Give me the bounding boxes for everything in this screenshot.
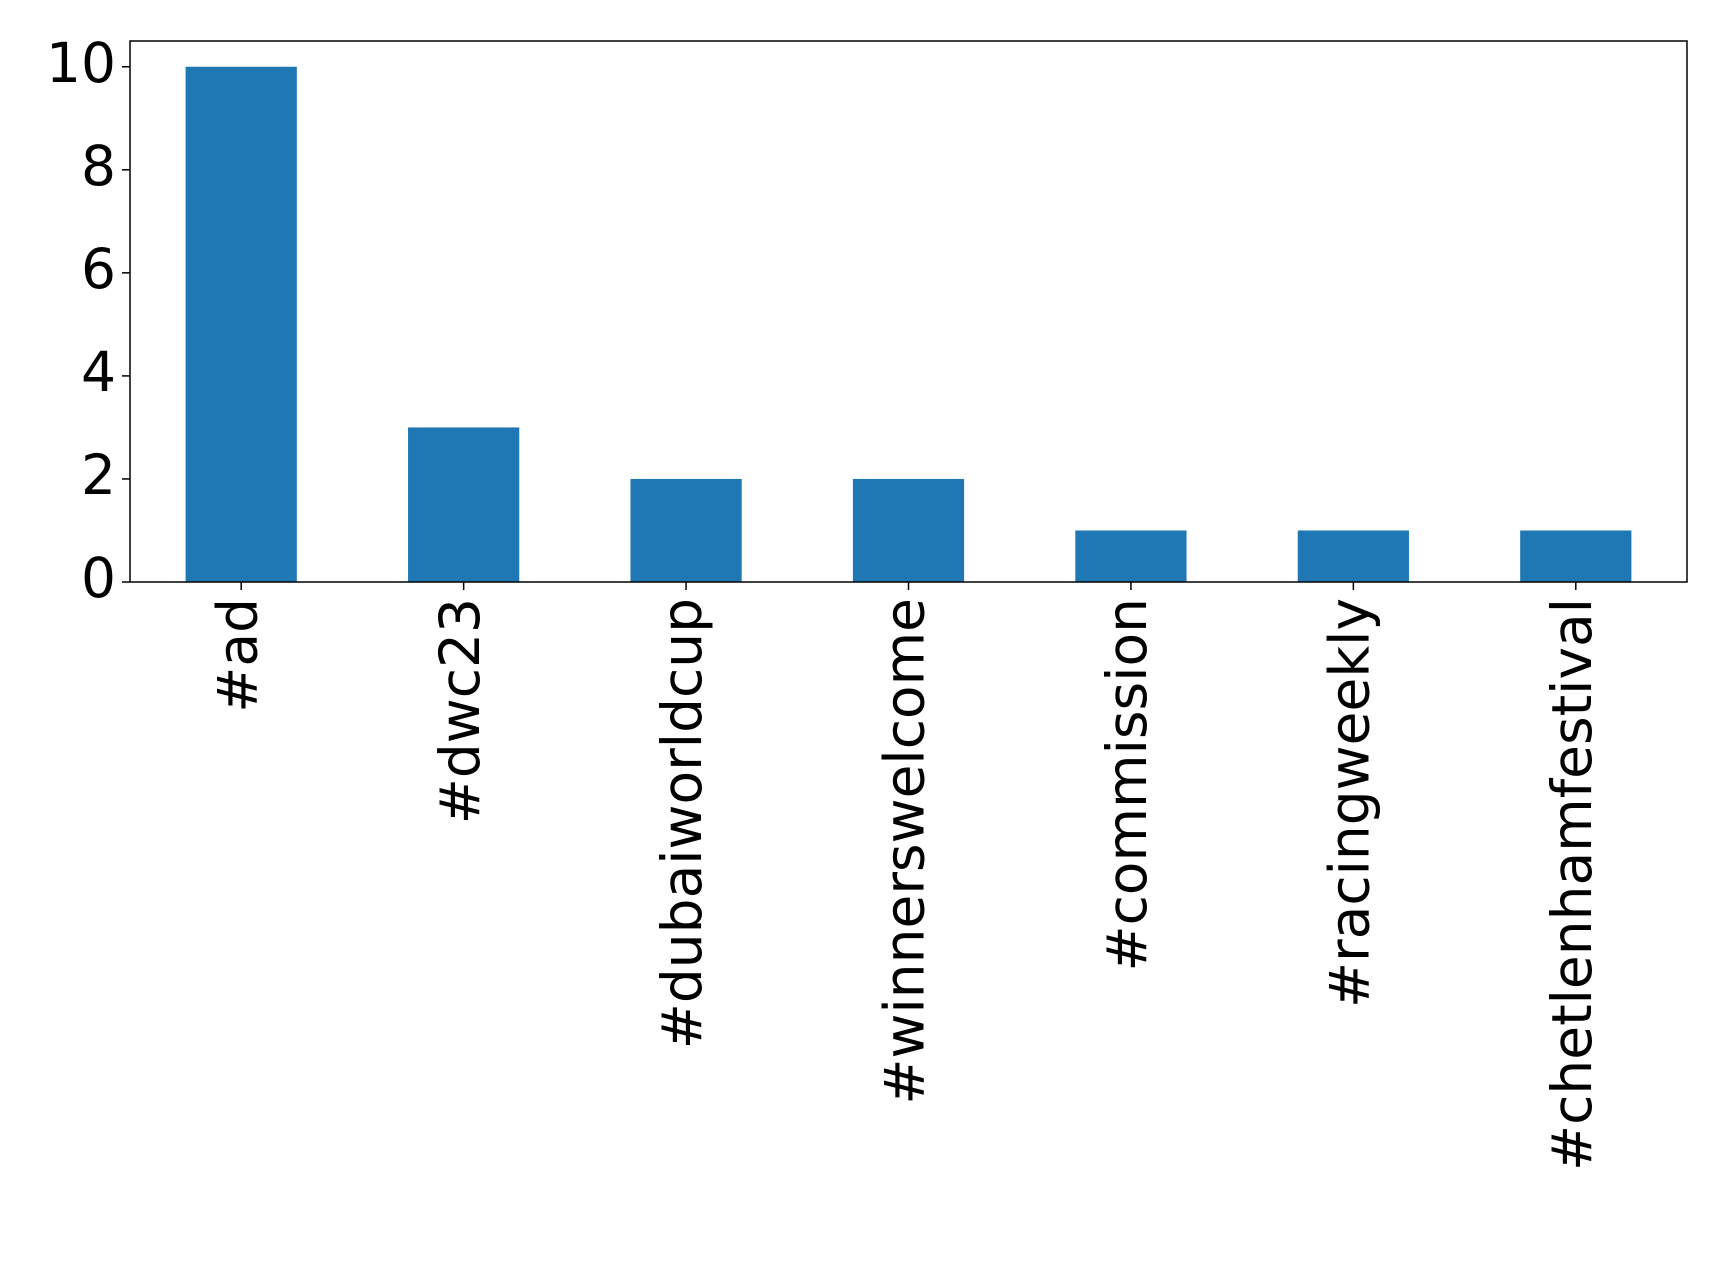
x-tick-label: #dubaiworldcup	[650, 598, 714, 1049]
y-tick-label: 8	[81, 134, 116, 198]
y-tick-label: 6	[81, 237, 116, 301]
plot-frame	[129, 40, 1688, 583]
bar	[1297, 530, 1409, 582]
bar	[185, 66, 297, 582]
y-tick-label: 2	[81, 443, 116, 507]
bar	[1520, 530, 1632, 582]
y-tick-label: 0	[81, 546, 116, 610]
x-tick-label: #dwc23	[428, 598, 492, 824]
bar	[408, 427, 520, 582]
bar	[630, 478, 742, 582]
x-tick-label: #winnerswelcome	[873, 598, 937, 1105]
x-tick-label: #ad	[205, 598, 269, 713]
y-tick-label: 10	[46, 31, 116, 95]
x-tick-label: #racingweekly	[1317, 598, 1381, 1008]
y-tick-label: 4	[81, 340, 116, 404]
bar	[852, 478, 965, 582]
bar	[1075, 530, 1187, 582]
x-tick-label: #commission	[1095, 598, 1159, 972]
x-tick-label: #chetlenhamfestival	[1540, 598, 1604, 1171]
